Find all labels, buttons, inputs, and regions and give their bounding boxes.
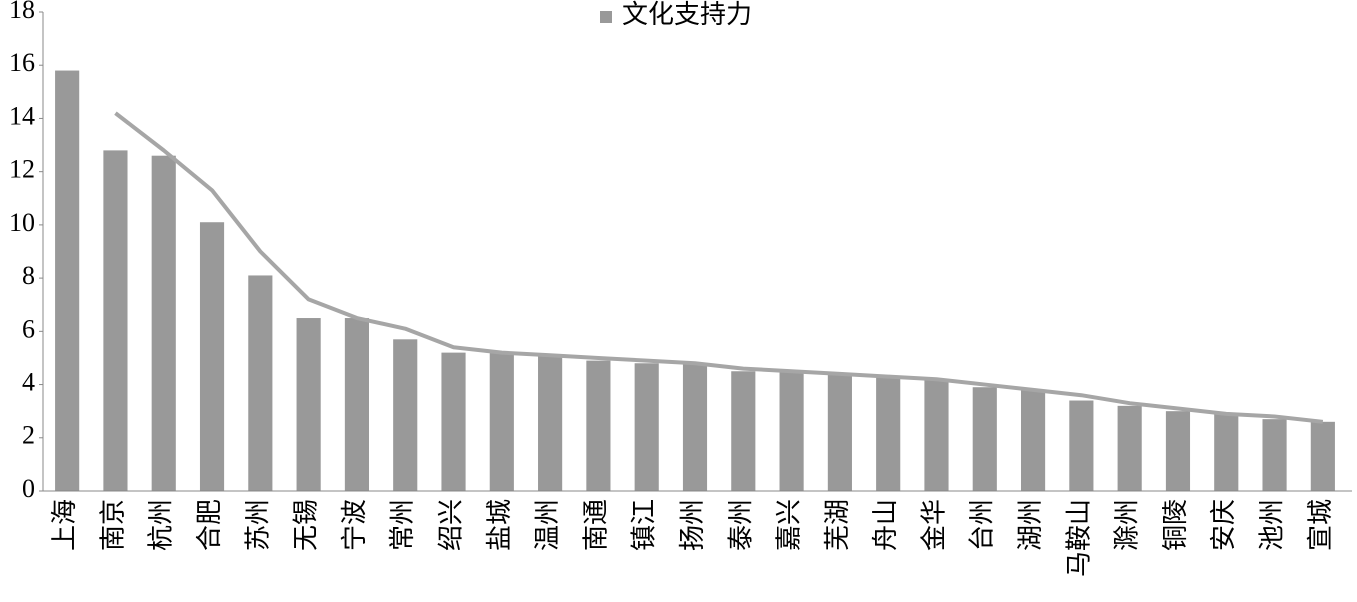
bar: [827, 373, 852, 491]
bar: [538, 355, 563, 491]
y-tick-label: 8: [22, 261, 35, 290]
x-tick-label: 苏州: [243, 499, 272, 551]
legend-marker: [600, 11, 612, 23]
bar: [296, 318, 321, 491]
x-tick-label: 温州: [533, 499, 562, 551]
x-tick-label: 合肥: [195, 499, 224, 551]
bar: [248, 275, 273, 491]
x-tick-label: 舟山: [871, 499, 900, 551]
x-tick-label: 盐城: [485, 499, 514, 551]
bar: [1069, 400, 1094, 491]
bar: [1214, 413, 1239, 491]
bar: [682, 363, 708, 491]
bar: [199, 222, 225, 491]
bar: [1165, 411, 1191, 491]
x-tick-label: 上海: [50, 499, 79, 551]
bar: [1117, 405, 1142, 491]
x-tick-label: 南通: [581, 499, 610, 551]
bar: [55, 70, 80, 492]
x-tick-label: 杭州: [147, 499, 176, 551]
x-tick-label: 嘉兴: [775, 499, 804, 551]
x-tick-label: 马鞍山: [1064, 499, 1093, 577]
x-tick-label: 池州: [1258, 499, 1287, 551]
bar: [972, 387, 997, 491]
bar: [1310, 421, 1335, 491]
x-tick-label: 台州: [968, 499, 997, 551]
x-tick-label: 泰州: [726, 499, 755, 551]
bar: [779, 371, 804, 491]
y-tick-label: 16: [9, 48, 35, 77]
x-tick-label: 铜陵: [1161, 499, 1190, 551]
bar: [151, 155, 176, 491]
y-tick-label: 6: [22, 314, 35, 343]
bar: [1262, 419, 1287, 491]
bar: [1021, 389, 1046, 491]
bar: [586, 360, 611, 491]
y-tick-label: 4: [22, 368, 35, 397]
x-tick-label: 宁波: [340, 499, 369, 551]
y-tick-label: 18: [9, 0, 35, 24]
x-tick-label: 宣城: [1306, 499, 1335, 551]
x-tick-label: 滁州: [1113, 499, 1142, 551]
y-tick-label: 14: [9, 101, 35, 130]
y-tick-label: 12: [9, 155, 35, 184]
y-tick-label: 0: [22, 474, 35, 503]
x-tick-label: 湖州: [1016, 499, 1045, 551]
y-tick-label: 10: [9, 208, 35, 237]
bar: [393, 339, 418, 491]
bar: [441, 352, 466, 491]
bar: [489, 352, 514, 491]
legend-label: 文化支持力: [622, 0, 752, 29]
bar: [103, 150, 128, 491]
bar: [731, 371, 756, 491]
x-tick-label: 扬州: [678, 499, 707, 551]
x-tick-label: 南京: [98, 499, 127, 551]
x-tick-label: 常州: [388, 499, 417, 551]
x-tick-label: 镇江: [630, 499, 659, 551]
bar: [876, 376, 901, 491]
bar: [634, 363, 659, 491]
x-tick-label: 无锡: [292, 499, 321, 551]
x-tick-label: 芜湖: [823, 499, 852, 551]
trend-line: [114, 111, 1324, 424]
x-tick-label: 绍兴: [436, 499, 465, 551]
bar: [924, 379, 949, 491]
bar: [344, 318, 369, 491]
x-tick-label: 安庆: [1209, 499, 1238, 551]
y-tick-label: 2: [22, 421, 35, 450]
x-tick-label: 金华: [919, 499, 948, 551]
